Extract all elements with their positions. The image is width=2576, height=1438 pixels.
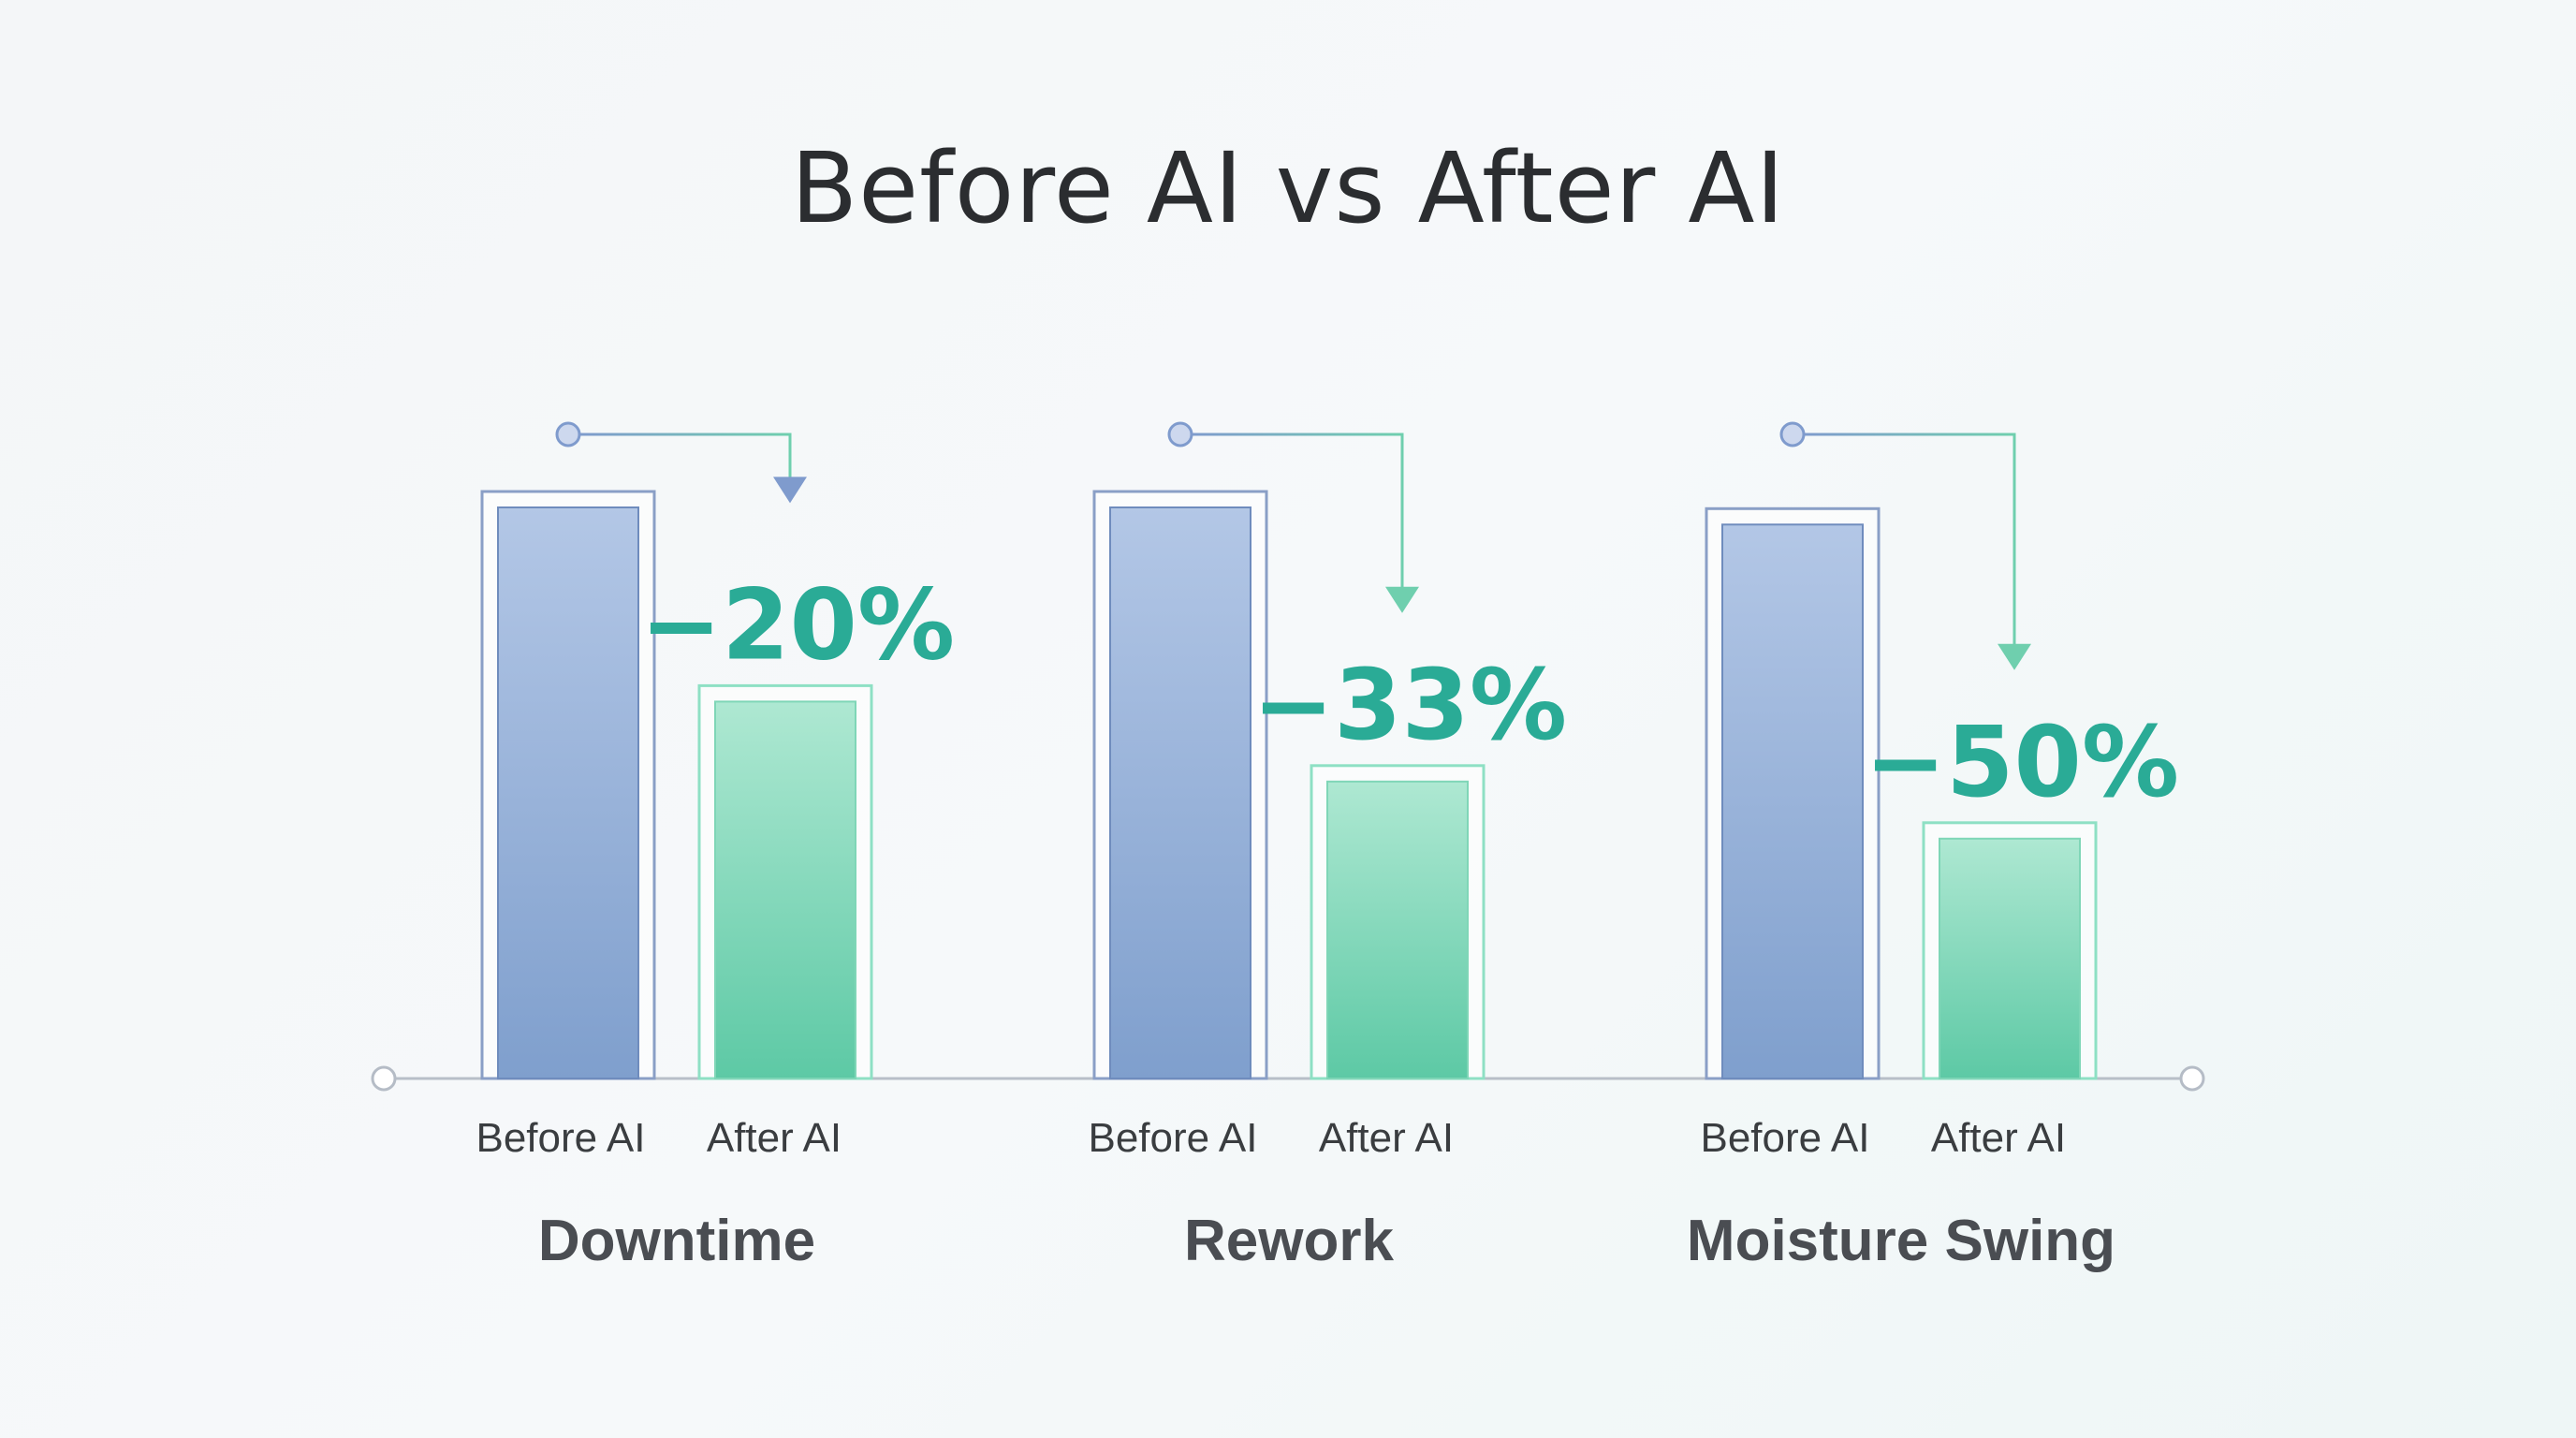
bar-before xyxy=(497,506,639,1079)
connector-start-dot xyxy=(1779,421,1806,448)
change-percent-label: −50% xyxy=(1865,705,2179,819)
connector-arrowhead xyxy=(773,477,807,504)
bar-before xyxy=(1721,523,1864,1079)
change-percent-label: −33% xyxy=(1252,648,1567,762)
connector-arrowhead xyxy=(1998,643,2031,670)
change-percent-label: −20% xyxy=(640,567,955,682)
connector-start-dot xyxy=(1167,421,1193,448)
bar-after xyxy=(1326,780,1469,1079)
group-label: Moisture Swing xyxy=(1687,1209,2115,1273)
group-label: Downtime xyxy=(538,1209,815,1273)
connector-line xyxy=(1804,433,2016,646)
bar-after xyxy=(714,700,856,1080)
connector-line xyxy=(579,433,792,479)
bar-after xyxy=(1939,837,2081,1079)
bar-before xyxy=(1109,506,1251,1079)
group-label: Rework xyxy=(1184,1209,1394,1273)
axis-end-marker-left xyxy=(371,1065,397,1092)
connector-line xyxy=(1192,433,1404,589)
bar-label-after: After AI xyxy=(707,1115,842,1161)
bar-label-after: After AI xyxy=(1319,1115,1454,1161)
chart-title: Before AI vs After AI xyxy=(790,131,1786,245)
bar-label-after: After AI xyxy=(1931,1115,2066,1161)
bar-label-before: Before AI xyxy=(1700,1115,1869,1161)
bar-label-before: Before AI xyxy=(1088,1115,1257,1161)
axis-end-marker-right xyxy=(2179,1065,2205,1092)
connector-arrowhead xyxy=(1385,586,1419,613)
connector-start-dot xyxy=(555,421,581,448)
bar-label-before: Before AI xyxy=(476,1115,645,1161)
